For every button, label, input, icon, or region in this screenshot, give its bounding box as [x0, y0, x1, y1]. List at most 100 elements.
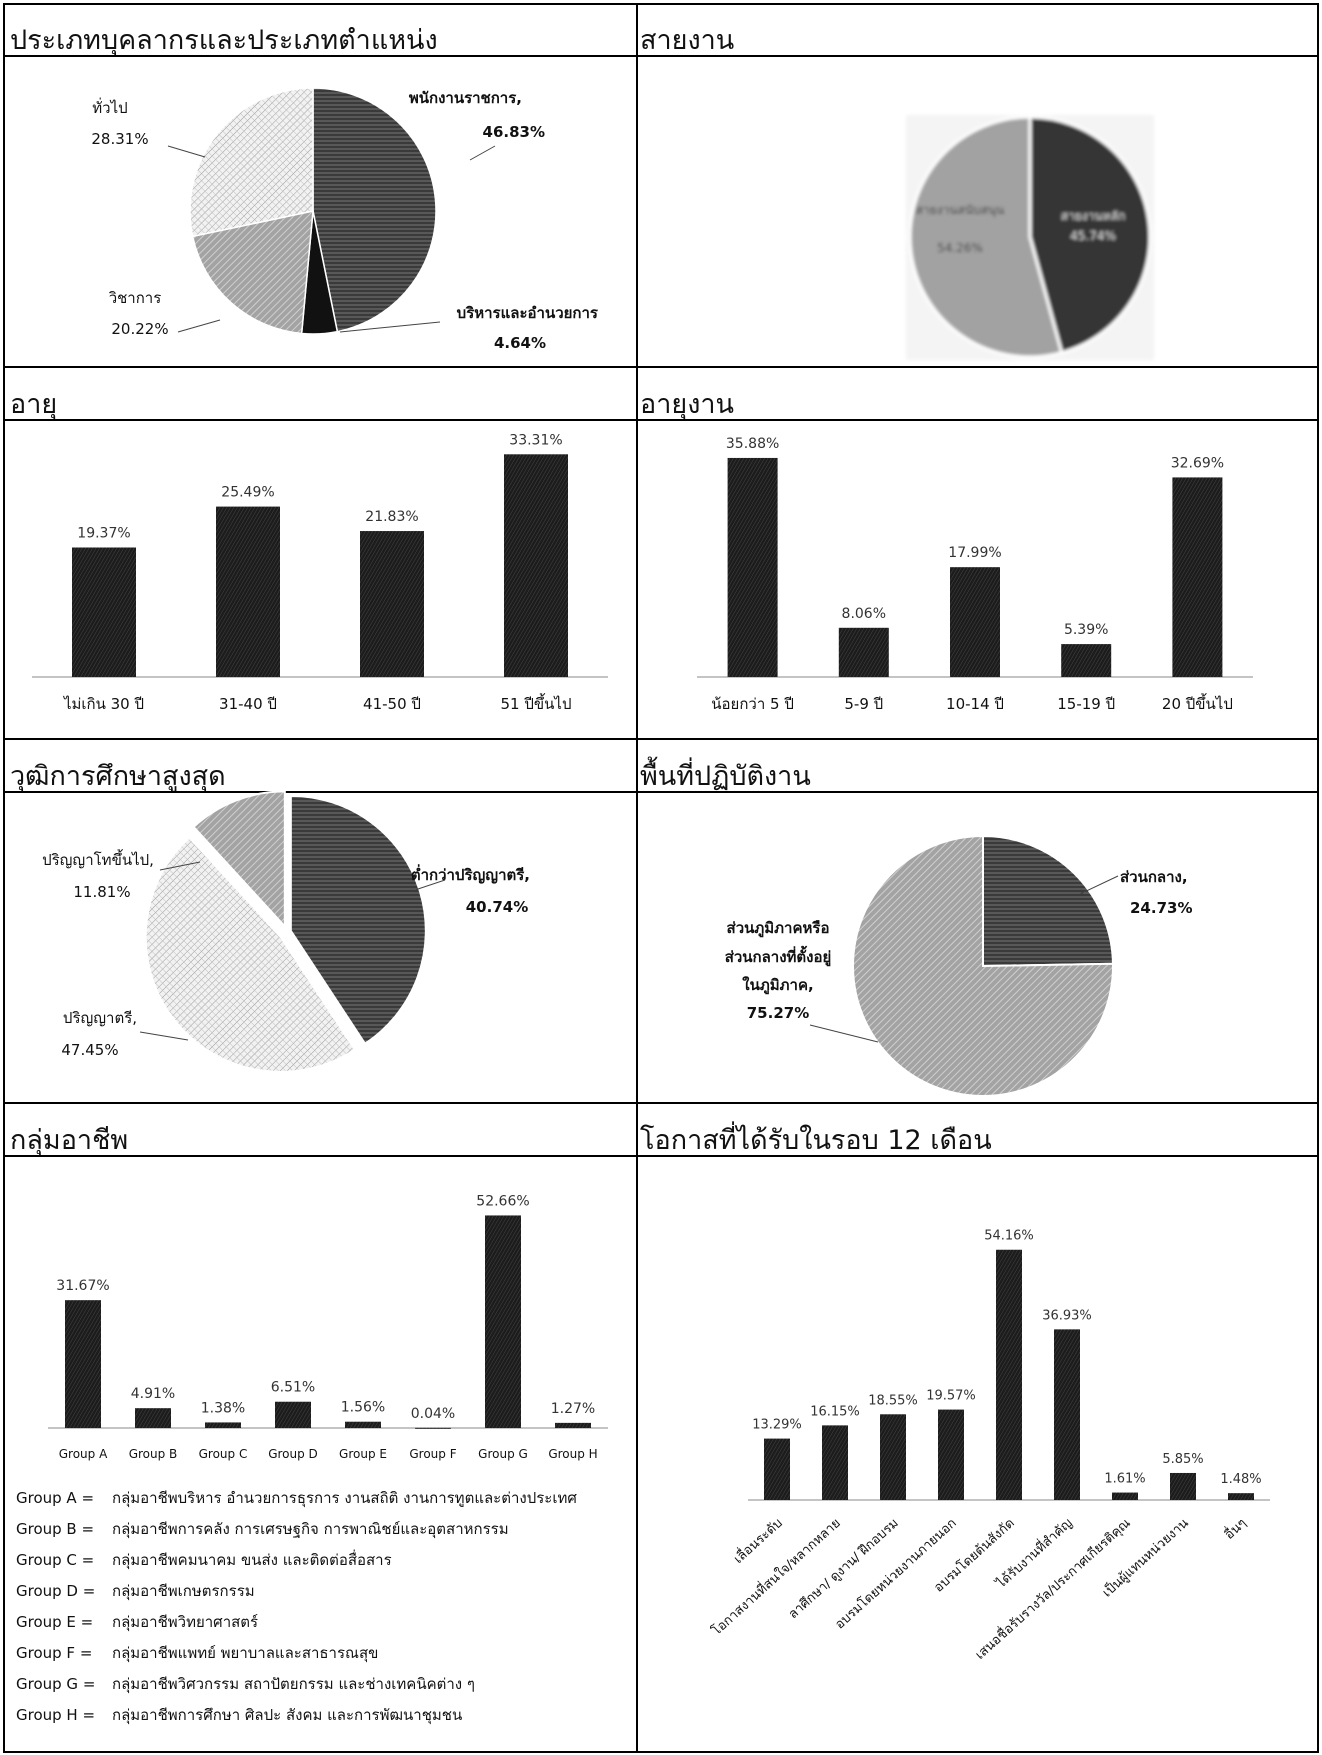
tick-label: 51 ปีขึ้นไป: [501, 693, 572, 713]
tick-label: น้อยกว่า 5 ปี: [711, 695, 794, 713]
leader-line: [159, 861, 201, 871]
tick-label: 5-9 ปี: [844, 695, 883, 713]
slice-label: ส่วนภูมิภาคหรือ: [727, 919, 830, 938]
legend-text: กลุ่มอาชีพการศึกษา ศิลปะ สังคม และการพัฒ…: [112, 1706, 462, 1725]
data-label: 16.15%: [810, 1404, 860, 1419]
work-area-pie-chart: ส่วนกลาง, 24.73% ส่วนภูมิภาคหรือส่วนกลางที…: [725, 834, 1192, 1097]
bar: [360, 531, 424, 677]
tick-label: Group G: [478, 1447, 528, 1461]
legend-text: กลุ่มอาชีพบริหาร อำนวยการธุรการ งานสถิติ…: [112, 1489, 577, 1508]
legend-key: Group H =: [16, 1706, 95, 1724]
legend-text: กลุ่มอาชีพวิทยาศาสตร์: [112, 1613, 258, 1632]
bar: [1170, 1472, 1196, 1500]
tick-label: Group C: [199, 1447, 248, 1461]
slice-value: 47.45%: [61, 1041, 118, 1059]
slice-label: ทั่วไป: [92, 97, 127, 117]
slice-value: 75.27%: [747, 1004, 809, 1022]
panel-title-line-of-work: สายงาน: [640, 25, 735, 56]
data-label: 1.27%: [551, 1401, 595, 1417]
bar: [1112, 1492, 1138, 1500]
data-label: 35.88%: [726, 436, 779, 452]
tick-label: 31-40 ปี: [219, 695, 277, 713]
legend-text: กลุ่มอาชีพวิศวกรรม สถาปัตยกรรม และช่างเท…: [112, 1675, 475, 1694]
slice-label: ในภูมิภาค,: [742, 976, 813, 995]
slice-label: ส่วนกลาง,: [1120, 868, 1188, 886]
personnel-pie-chart: พนักงานราชการ, 46.83% บริหารและอำนวยการ 4.6…: [91, 87, 599, 352]
data-label: 18.55%: [868, 1393, 918, 1408]
data-label: 32.69%: [1171, 455, 1224, 471]
bar: [938, 1409, 964, 1500]
panel-title-tenure: อายุงาน: [640, 389, 734, 420]
tick-label: เลื่อนระดับ: [730, 1514, 786, 1567]
slice-value: 11.81%: [73, 883, 130, 901]
data-label: 21.83%: [365, 509, 418, 525]
pie-slice: [191, 210, 314, 335]
bar: [1172, 477, 1223, 677]
leader-line: [339, 321, 441, 333]
data-label: 5.39%: [1064, 622, 1108, 638]
age-bar-chart: 19.37% ไม่เกิน 30 ปี 25.49% 31-40 ปี 21.83% 4…: [32, 432, 608, 713]
pie-slice: [982, 834, 1114, 968]
data-label: 13.29%: [752, 1418, 802, 1433]
leader-line: [177, 319, 221, 333]
bar: [65, 1300, 101, 1428]
data-label: 36.93%: [1042, 1308, 1092, 1323]
bar: [555, 1422, 591, 1428]
slice-label: บริหารและอำนวยการ: [457, 304, 599, 322]
slice-label: ปริญญาตรี,: [63, 1009, 137, 1027]
slice-label: ปริญญาโทขึ้นไป,: [42, 849, 154, 869]
leader-line: [469, 145, 496, 161]
panel-title-personnel: ประเภทบุคลากรและประเภทตำแหน่ง: [10, 25, 438, 56]
legend-key: Group E =: [16, 1613, 93, 1631]
data-label: 8.06%: [842, 606, 886, 622]
legend-text: กลุ่มอาชีพคมนาคม ขนส่ง และติดต่อสื่อสาร: [112, 1549, 392, 1570]
bar: [880, 1414, 906, 1500]
pie-slice: [144, 835, 357, 1073]
leader-line: [167, 145, 206, 158]
legend-key: Group A =: [16, 1489, 94, 1507]
panel-title-work-area: พื้นที่ปฏิบัติงาน: [640, 761, 811, 792]
occupation-bar-chart: 31.67% Group A 4.91% Group B 1.38% Group C 6.5…: [48, 1193, 608, 1461]
tick-label: Group D: [268, 1447, 318, 1461]
legend-key: Group G =: [16, 1675, 95, 1693]
leader-line: [809, 1024, 879, 1043]
data-label: 1.48%: [1220, 1472, 1261, 1487]
bar: [1228, 1493, 1254, 1500]
leader-line: [1079, 875, 1119, 895]
data-label: 54.16%: [984, 1229, 1034, 1244]
tick-label: Group F: [409, 1447, 456, 1461]
data-label: 25.49%: [221, 485, 274, 501]
slice-value: 45.74%: [1070, 229, 1116, 243]
tenure-bar-chart: 35.88% น้อยกว่า 5 ปี 8.06% 5-9 ปี 17.99% 10-1…: [697, 436, 1253, 713]
slice-label: พนักงานราชการ,: [409, 89, 522, 107]
slice-value: 40.74%: [466, 898, 528, 916]
bar: [822, 1425, 848, 1500]
legend-key: Group F =: [16, 1644, 92, 1662]
slice-value: 46.83%: [483, 123, 545, 141]
slice-label: สายงานสนับสนุน: [916, 203, 1005, 218]
panel-title-opportunities: โอกาสที่ได้รับในรอบ 12 เดือน: [640, 1125, 992, 1156]
tick-label: อบรมโดยหน่วยงานภายนอก: [832, 1515, 960, 1632]
tick-label: 10-14 ปี: [946, 695, 1004, 713]
bar: [838, 627, 889, 677]
slice-label: ต่ำกว่าปริญญาตรี,: [411, 864, 530, 884]
opportunities-bar-chart: 13.29%เลื่อนระดับ16.15%โอกาสงานที่สนใจ/ห…: [708, 1229, 1270, 1663]
pie-slice: [289, 794, 427, 1046]
slice-value: 4.64%: [494, 334, 546, 352]
tick-label: Group B: [129, 1447, 178, 1461]
bar: [205, 1422, 241, 1428]
slice-label: ส่วนกลางที่ตั้งอยู่: [725, 945, 832, 967]
pie-slice: [189, 87, 314, 238]
tick-label: Group H: [548, 1447, 597, 1461]
pie-slice: [908, 115, 1064, 359]
pie-slice: [1028, 115, 1152, 355]
bar: [135, 1408, 171, 1428]
legend-key: Group D =: [16, 1582, 95, 1600]
bar: [415, 1427, 451, 1429]
data-label: 17.99%: [948, 545, 1001, 561]
bar: [485, 1215, 521, 1428]
bar: [764, 1438, 790, 1500]
bar: [72, 547, 136, 677]
data-label: 4.91%: [131, 1386, 175, 1402]
